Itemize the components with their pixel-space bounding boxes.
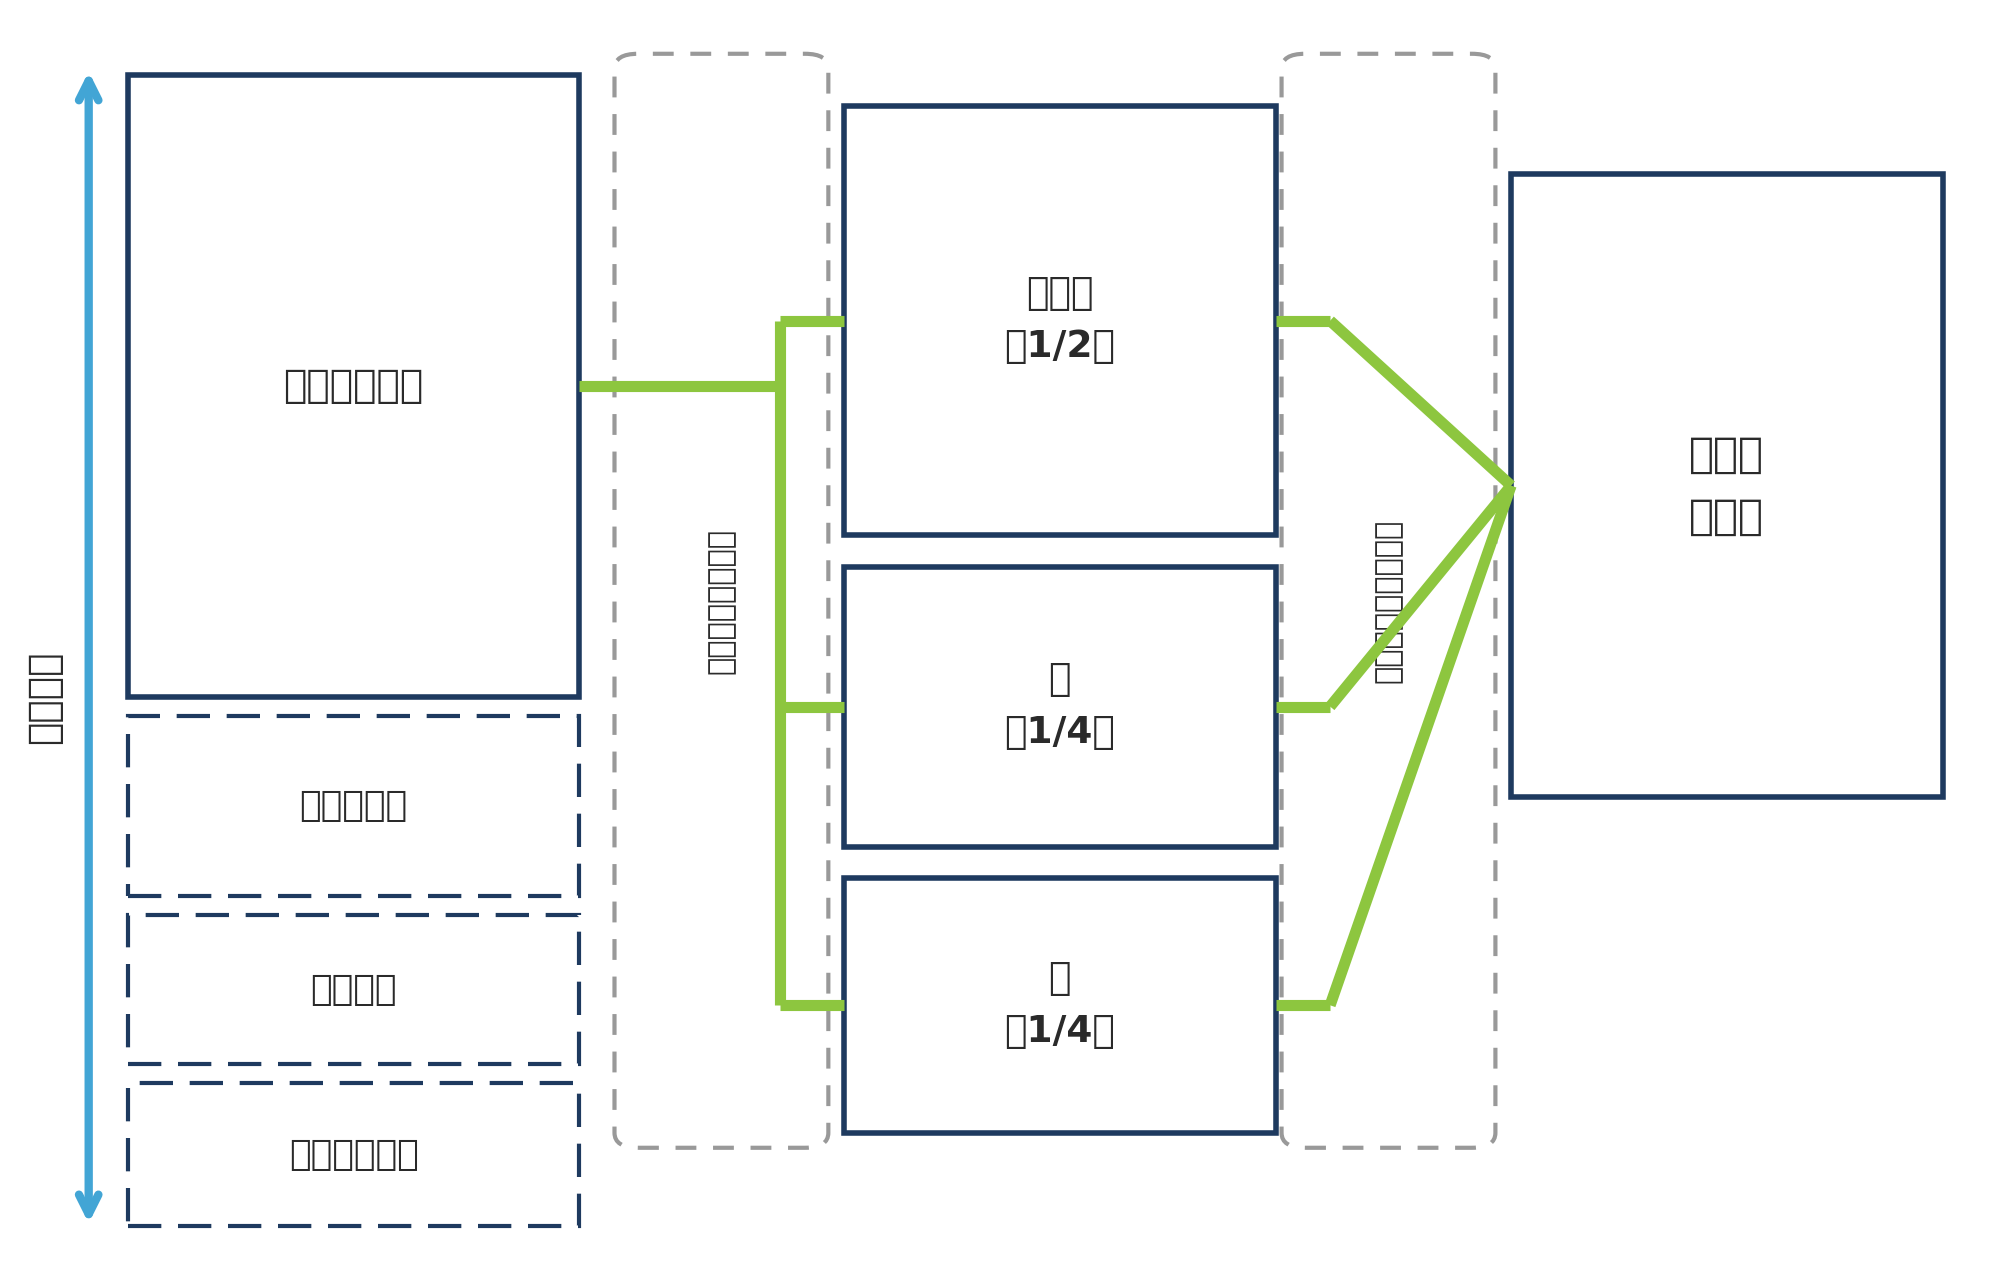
FancyBboxPatch shape xyxy=(845,878,1275,1133)
FancyBboxPatch shape xyxy=(128,1083,579,1227)
Text: 子
（1/4）: 子 （1/4） xyxy=(1005,961,1115,1050)
Text: 非課税財産等: 非課税財産等 xyxy=(288,1138,418,1172)
FancyBboxPatch shape xyxy=(128,75,579,697)
FancyBboxPatch shape xyxy=(128,914,579,1064)
Text: 相続税
の総額: 相続税 の総額 xyxy=(1690,434,1764,537)
Text: 課税遣産総額: 課税遣産総額 xyxy=(284,367,424,405)
FancyBboxPatch shape xyxy=(128,716,579,897)
Text: 債務控除: 債務控除 xyxy=(310,973,396,1007)
FancyBboxPatch shape xyxy=(845,566,1275,847)
FancyBboxPatch shape xyxy=(845,107,1275,536)
Text: 子
（1/4）: 子 （1/4） xyxy=(1005,662,1115,751)
Text: 遗産総額: 遗産総額 xyxy=(24,650,62,744)
Text: 配偶者
（1/2）: 配偶者 （1/2） xyxy=(1005,277,1115,366)
Text: 超過累進税率の適用: 超過累進税率の適用 xyxy=(1373,518,1403,683)
Text: 法定相続分で案分: 法定相続分で案分 xyxy=(707,528,737,674)
Text: 基礎控除額: 基礎控除額 xyxy=(300,789,408,823)
FancyBboxPatch shape xyxy=(1512,174,1942,796)
